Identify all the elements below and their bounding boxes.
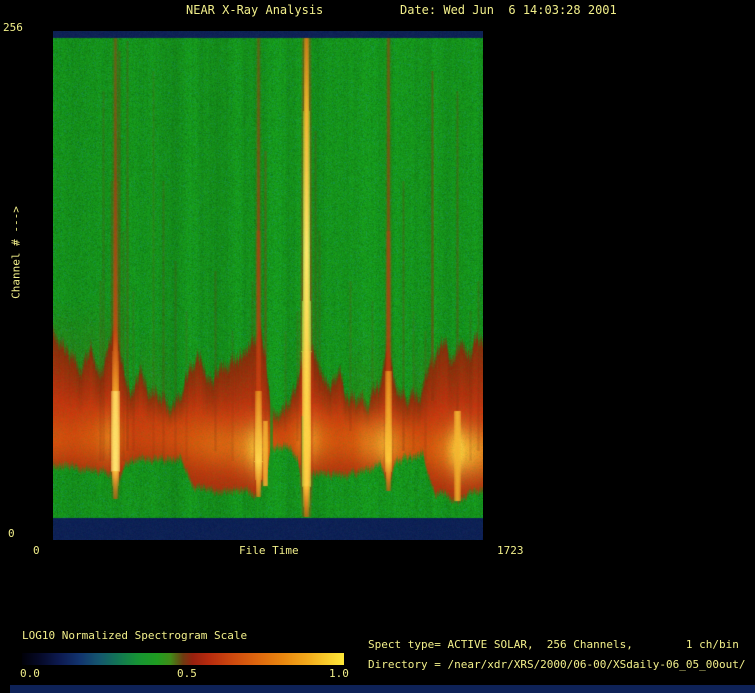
directory-line: Directory = /near/xdr/XRS/2000/06-00/XSd… xyxy=(368,658,746,671)
colorbar-tick-05: 0.5 xyxy=(177,667,197,680)
x-axis-label: File Time xyxy=(239,544,299,557)
colorbar-tick-0: 0.0 xyxy=(20,667,40,680)
x-axis-max-label: 1723 xyxy=(497,544,524,557)
y-axis-max-label: 256 xyxy=(3,21,23,34)
spect-type-line: Spect type= ACTIVE SOLAR, 256 Channels, … xyxy=(368,638,739,651)
colorbar-title: LOG10 Normalized Spectrogram Scale xyxy=(22,629,248,642)
date-label: Date: Wed Jun 6 14:03:28 2001 xyxy=(400,3,617,17)
page-title: NEAR X-Ray Analysis xyxy=(186,3,324,17)
y-axis-label: Channel # ---> xyxy=(9,206,23,299)
x-axis-min-label: 0 xyxy=(33,544,40,557)
y-axis-min-label: 0 xyxy=(8,527,15,540)
colorbar-tick-1: 1.0 xyxy=(329,667,349,680)
colorbar-gradient xyxy=(22,653,344,665)
bottom-window-strip xyxy=(10,685,755,693)
spectrogram-canvas xyxy=(53,31,483,540)
